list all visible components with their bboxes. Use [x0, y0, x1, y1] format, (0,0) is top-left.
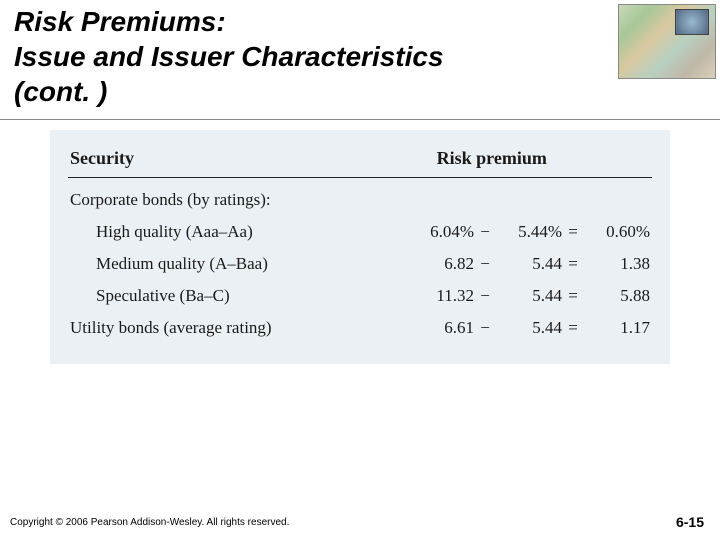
security-label: Speculative (Ba–C) — [70, 286, 230, 306]
globe-icon — [675, 9, 709, 35]
title-line-3: (cont. ) — [14, 76, 107, 107]
val-b: 5.44% — [496, 222, 562, 242]
minus: − — [474, 318, 496, 338]
val-a: 6.61 — [404, 318, 474, 338]
risk-premium-table-wrap: Security Risk premium Corporate bonds (b… — [50, 130, 670, 364]
security-cell: High quality (Aaa–Aa) — [68, 216, 332, 248]
premium-cell: 6.82−5.44=1.38 — [332, 248, 652, 280]
copyright-text: Copyright © 2006 Pearson Addison-Wesley.… — [10, 517, 289, 528]
val-a: 11.32 — [404, 286, 474, 306]
val-b: 5.44 — [496, 286, 562, 306]
minus: − — [474, 254, 496, 274]
security-label: High quality (Aaa–Aa) — [70, 222, 253, 242]
minus: − — [474, 222, 496, 242]
premium-cell: 6.61−5.44=1.17 — [332, 312, 652, 344]
table-header-row: Security Risk premium — [68, 144, 652, 178]
security-cell: Speculative (Ba–C) — [68, 280, 332, 312]
val-r: 1.17 — [584, 318, 650, 338]
col-premium-header: Risk premium — [332, 144, 652, 178]
table-group-row: Corporate bonds (by ratings): — [68, 184, 652, 216]
table-row: High quality (Aaa–Aa) 6.04%−5.44%=0.60% — [68, 216, 652, 248]
group-label: Corporate bonds (by ratings): — [68, 184, 652, 216]
equals: = — [562, 254, 584, 274]
table-row: Speculative (Ba–C) 11.32−5.44=5.88 — [68, 280, 652, 312]
val-a: 6.82 — [404, 254, 474, 274]
equals: = — [562, 222, 584, 242]
table-row: Utility bonds (average rating) 6.61−5.44… — [68, 312, 652, 344]
val-r: 1.38 — [584, 254, 650, 274]
val-a: 6.04% — [404, 222, 474, 242]
risk-premium-table: Security Risk premium Corporate bonds (b… — [68, 144, 652, 344]
col-security-header: Security — [68, 144, 332, 178]
table-row: Medium quality (A–Baa) 6.82−5.44=1.38 — [68, 248, 652, 280]
val-b: 5.44 — [496, 318, 562, 338]
val-r: 0.60% — [584, 222, 650, 242]
minus: − — [474, 286, 496, 306]
currency-image — [618, 4, 716, 79]
security-label: Utility bonds (average rating) — [70, 318, 272, 337]
equals: = — [562, 318, 584, 338]
slide-title: Risk Premiums: Issue and Issuer Characte… — [14, 4, 706, 109]
val-r: 5.88 — [584, 286, 650, 306]
title-line-2: Issue and Issuer Characteristics — [14, 41, 444, 72]
title-line-1: Risk Premiums: — [14, 6, 226, 37]
security-cell: Medium quality (A–Baa) — [68, 248, 332, 280]
security-cell: Utility bonds (average rating) — [68, 312, 332, 344]
val-b: 5.44 — [496, 254, 562, 274]
table-body: Corporate bonds (by ratings): High quali… — [68, 178, 652, 344]
slide: Risk Premiums: Issue and Issuer Characte… — [0, 0, 720, 540]
premium-cell: 6.04%−5.44%=0.60% — [332, 216, 652, 248]
title-block: Risk Premiums: Issue and Issuer Characte… — [0, 0, 720, 120]
security-label: Medium quality (A–Baa) — [70, 254, 268, 274]
premium-cell: 11.32−5.44=5.88 — [332, 280, 652, 312]
equals: = — [562, 286, 584, 306]
page-number: 6-15 — [676, 514, 704, 530]
